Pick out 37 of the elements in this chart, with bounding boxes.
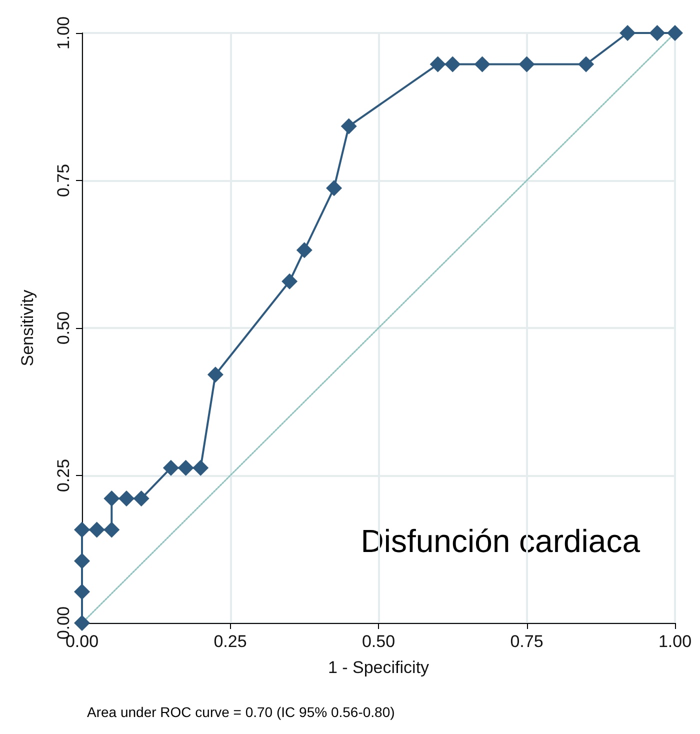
point <box>162 460 179 476</box>
point <box>192 460 209 476</box>
x-axis-title: 1 - Specificity <box>328 658 430 677</box>
point <box>667 25 683 41</box>
point <box>444 56 461 72</box>
point <box>282 273 298 290</box>
point <box>118 490 134 507</box>
point <box>578 56 594 72</box>
point <box>620 25 636 41</box>
point <box>340 118 357 134</box>
y-axis-title: Sensitivity <box>18 289 37 366</box>
point <box>133 490 150 507</box>
point <box>104 522 120 538</box>
point <box>74 615 90 631</box>
text: Area under ROC curve = 0.70 (IC 95% 0.56-0.80) <box>87 704 395 720</box>
x-tick-label: 1.00 <box>658 632 692 651</box>
y-tick-label: 0.50 <box>54 311 73 345</box>
point <box>88 522 105 538</box>
y-tick-label: 1.00 <box>54 16 73 50</box>
point <box>518 56 535 72</box>
point <box>74 522 90 538</box>
point <box>207 366 224 383</box>
point <box>430 56 446 72</box>
point <box>74 553 90 570</box>
point <box>178 460 194 476</box>
point <box>104 490 120 507</box>
x-tick-label: 0.75 <box>510 632 544 651</box>
annotation: Disfunción cardiaca <box>360 523 640 559</box>
point <box>649 25 666 41</box>
point <box>74 584 90 600</box>
point <box>296 242 312 258</box>
x-tick-label: 0.25 <box>214 632 247 651</box>
y-tick-label: 0.75 <box>54 164 73 198</box>
point <box>474 56 490 72</box>
y-tick-label: 0.25 <box>54 458 73 492</box>
x-tick-label: 0.50 <box>362 632 396 651</box>
point <box>326 180 342 196</box>
